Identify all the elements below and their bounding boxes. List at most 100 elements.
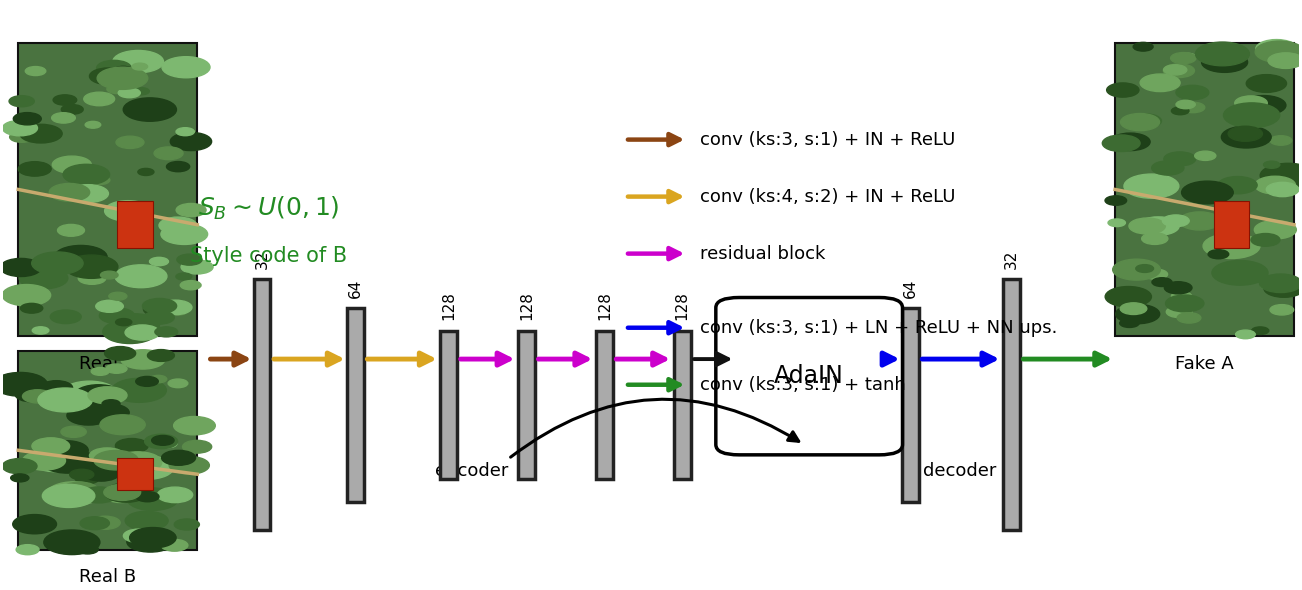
Text: encoder: encoder xyxy=(435,462,509,480)
Circle shape xyxy=(154,147,184,160)
Circle shape xyxy=(1164,65,1187,75)
Circle shape xyxy=(161,450,195,466)
Text: 128: 128 xyxy=(596,291,612,320)
Circle shape xyxy=(43,484,95,507)
Text: 128: 128 xyxy=(674,291,690,320)
Circle shape xyxy=(77,545,99,554)
Circle shape xyxy=(1195,151,1216,160)
Circle shape xyxy=(20,267,68,289)
Circle shape xyxy=(39,445,70,459)
Circle shape xyxy=(9,96,34,107)
Circle shape xyxy=(168,379,187,388)
Text: decoder: decoder xyxy=(923,462,996,480)
Circle shape xyxy=(20,383,56,399)
Circle shape xyxy=(124,98,177,122)
Circle shape xyxy=(1254,221,1297,239)
Circle shape xyxy=(105,364,128,373)
FancyBboxPatch shape xyxy=(902,308,919,502)
Circle shape xyxy=(150,257,168,266)
Circle shape xyxy=(1228,126,1263,141)
Circle shape xyxy=(1264,280,1302,297)
Circle shape xyxy=(52,113,76,123)
Circle shape xyxy=(81,487,117,503)
Circle shape xyxy=(176,273,191,280)
Circle shape xyxy=(1255,41,1302,63)
Circle shape xyxy=(1111,133,1150,150)
Circle shape xyxy=(68,185,108,202)
Circle shape xyxy=(169,307,187,315)
Circle shape xyxy=(85,122,100,128)
Text: 64: 64 xyxy=(348,278,363,297)
Circle shape xyxy=(167,162,190,172)
Circle shape xyxy=(1180,53,1195,60)
Circle shape xyxy=(70,469,94,480)
Text: Style code of B: Style code of B xyxy=(190,247,348,267)
Circle shape xyxy=(181,260,214,274)
Circle shape xyxy=(1129,114,1161,128)
Circle shape xyxy=(66,406,111,425)
Circle shape xyxy=(44,530,100,555)
Circle shape xyxy=(142,299,177,313)
Circle shape xyxy=(92,388,115,397)
Circle shape xyxy=(1217,176,1258,194)
Text: conv (ks:3, s:1) + LN + ReLU + NN ups.: conv (ks:3, s:1) + LN + ReLU + NN ups. xyxy=(700,319,1057,337)
Circle shape xyxy=(1221,126,1271,148)
Circle shape xyxy=(104,346,135,360)
Bar xyxy=(117,201,152,248)
Circle shape xyxy=(125,325,160,340)
Circle shape xyxy=(1269,304,1294,315)
Circle shape xyxy=(90,176,109,185)
FancyBboxPatch shape xyxy=(716,297,902,455)
Circle shape xyxy=(16,387,49,402)
Circle shape xyxy=(1180,212,1220,230)
Circle shape xyxy=(40,449,95,473)
Circle shape xyxy=(61,482,98,498)
Circle shape xyxy=(22,390,52,403)
Circle shape xyxy=(160,440,177,448)
Text: 32: 32 xyxy=(1004,250,1019,269)
Circle shape xyxy=(1234,96,1267,110)
Circle shape xyxy=(22,451,65,470)
Circle shape xyxy=(62,381,117,405)
Circle shape xyxy=(1108,219,1125,227)
Circle shape xyxy=(81,517,109,530)
Circle shape xyxy=(135,491,159,502)
Circle shape xyxy=(1256,40,1297,58)
Circle shape xyxy=(111,314,159,336)
Circle shape xyxy=(180,281,201,290)
Circle shape xyxy=(1142,233,1168,244)
Circle shape xyxy=(104,487,138,503)
Circle shape xyxy=(83,92,115,106)
FancyBboxPatch shape xyxy=(440,330,457,479)
FancyBboxPatch shape xyxy=(348,308,363,502)
FancyBboxPatch shape xyxy=(673,330,690,479)
Circle shape xyxy=(90,448,125,463)
FancyBboxPatch shape xyxy=(596,330,613,479)
Circle shape xyxy=(169,457,210,474)
Circle shape xyxy=(134,211,151,218)
Circle shape xyxy=(96,60,132,76)
Bar xyxy=(18,42,197,336)
Circle shape xyxy=(1181,102,1204,113)
Circle shape xyxy=(133,88,150,95)
Circle shape xyxy=(1251,234,1280,246)
Text: Real B: Real B xyxy=(79,568,137,586)
Circle shape xyxy=(40,381,73,395)
Circle shape xyxy=(143,301,181,317)
Circle shape xyxy=(1105,196,1126,205)
Bar xyxy=(18,350,197,550)
Circle shape xyxy=(113,51,164,73)
Circle shape xyxy=(47,482,100,506)
Circle shape xyxy=(1269,136,1292,145)
Circle shape xyxy=(159,300,191,314)
Circle shape xyxy=(0,372,47,396)
Circle shape xyxy=(1182,181,1233,204)
Circle shape xyxy=(115,265,167,288)
Circle shape xyxy=(130,527,176,548)
Circle shape xyxy=(1267,182,1299,196)
Circle shape xyxy=(116,319,132,326)
Circle shape xyxy=(174,519,199,530)
Circle shape xyxy=(1164,281,1193,294)
Circle shape xyxy=(113,66,134,76)
Circle shape xyxy=(90,404,129,421)
